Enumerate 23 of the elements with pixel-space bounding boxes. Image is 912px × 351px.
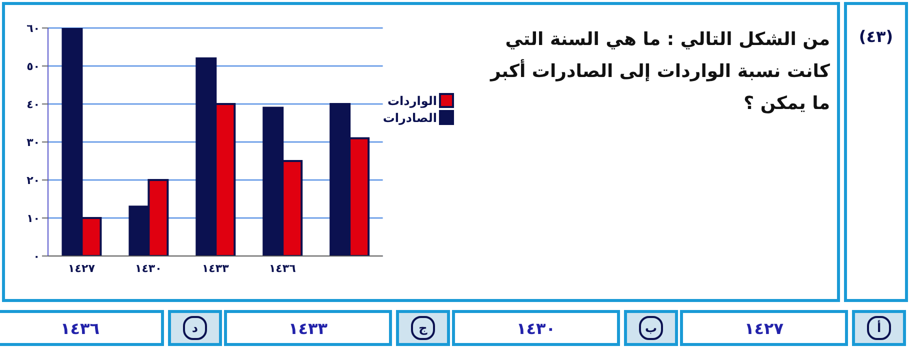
- y-tick-label: ٠: [33, 250, 40, 263]
- y-tick-label: ٦٠: [26, 22, 40, 35]
- text: (٤٣): [858, 27, 894, 46]
- legend-label: الصادرات: [382, 110, 437, 124]
- text: ١٤٣٦: [60, 318, 100, 338]
- text: أ: [867, 316, 891, 340]
- x-tick-label: ١٤٣٠: [135, 262, 162, 275]
- text: د: [183, 316, 207, 340]
- y-tick-label: ٤٠: [26, 98, 40, 111]
- text: ج: [411, 316, 435, 340]
- text: ب: [639, 316, 663, 340]
- text: ١٤٣٠: [516, 318, 556, 338]
- x-tick-label: ١٤٣٣: [202, 262, 230, 275]
- x-tick-label: ١٤٢٧: [68, 262, 96, 275]
- x-tick-label: ١٤٣٦: [268, 262, 296, 275]
- text: ١٤٢٧: [744, 318, 784, 338]
- y-tick-label: ٢٠: [26, 174, 40, 187]
- text: ١٤٣٣: [288, 318, 328, 338]
- y-tick-label: ٥٠: [26, 60, 40, 73]
- text: من الشكل التالي : ما هي السنة التي كانت نسبة الواردات إلى الصادرات أكبر ما يمكن ؟: [488, 28, 830, 116]
- y-tick-label: ١٠: [26, 212, 40, 225]
- y-tick-label: ٣٠: [26, 136, 40, 149]
- legend-label: الواردات: [388, 94, 437, 108]
